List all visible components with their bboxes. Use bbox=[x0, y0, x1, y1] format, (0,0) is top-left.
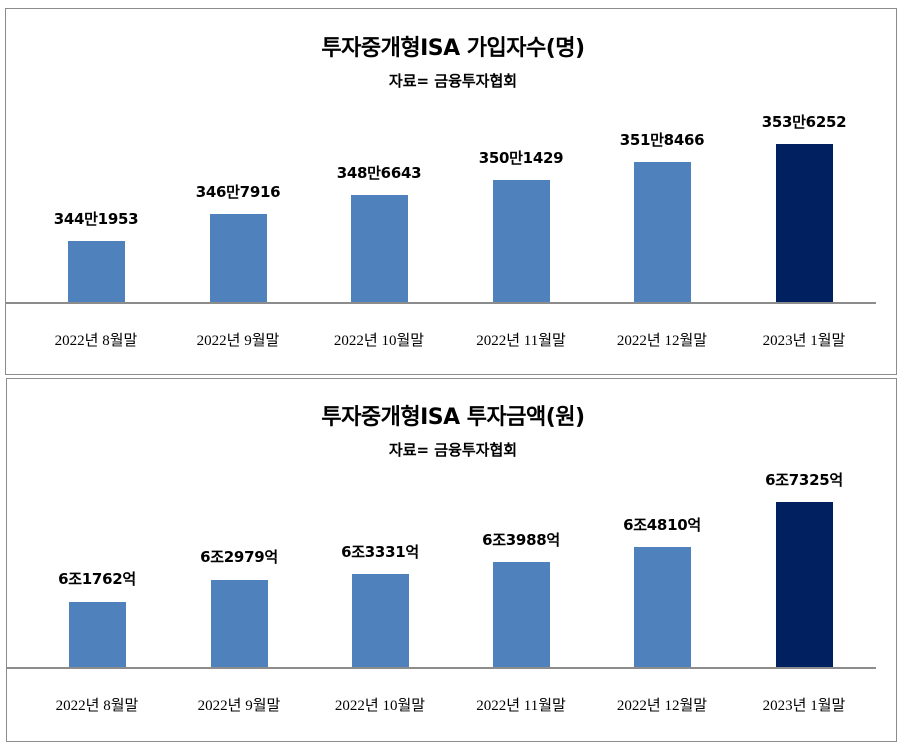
chart-panel-investment bbox=[6, 378, 897, 742]
value-label: 351만8466 bbox=[619, 131, 705, 149]
value-label: 6조3988억 bbox=[482, 531, 560, 549]
chart-panel-subscribers bbox=[5, 8, 897, 375]
bar-subscribers-5 bbox=[634, 162, 691, 303]
bar-investment-3 bbox=[352, 574, 409, 668]
category-label: 2022년 8월말 bbox=[54, 333, 138, 349]
category-label: 2022년 8월말 bbox=[55, 698, 139, 714]
x-axis-line bbox=[6, 302, 876, 304]
bar-investment-6 bbox=[776, 502, 833, 668]
value-label: 6조3331억 bbox=[341, 543, 419, 561]
category-label: 2022년 12월말 bbox=[616, 333, 708, 349]
chart-title-subscribers: 투자중개형ISA 가입자수(명) bbox=[321, 36, 585, 61]
bar-subscribers-1 bbox=[68, 241, 125, 303]
category-label: 2022년 10월말 bbox=[334, 698, 426, 714]
bar-investment-4 bbox=[493, 562, 550, 668]
bar-subscribers-4 bbox=[493, 180, 550, 303]
bar-investment-1 bbox=[69, 602, 126, 668]
category-label: 2023년 1월말 bbox=[762, 698, 846, 714]
value-label: 348만6643 bbox=[336, 164, 422, 182]
category-label: 2022년 11월말 bbox=[476, 698, 566, 714]
bar-subscribers-6 bbox=[776, 144, 833, 303]
value-label: 6조2979억 bbox=[200, 548, 278, 566]
value-label: 6조7325억 bbox=[765, 471, 843, 489]
category-label: 2022년 12월말 bbox=[616, 698, 708, 714]
value-label: 6조4810억 bbox=[623, 516, 701, 534]
x-axis-line bbox=[6, 667, 876, 669]
value-label: 344만1953 bbox=[53, 210, 139, 228]
value-label: 6조1762억 bbox=[58, 570, 136, 588]
category-label: 2022년 9월말 bbox=[197, 698, 281, 714]
value-label: 350만1429 bbox=[478, 149, 564, 167]
value-label: 353만6252 bbox=[761, 113, 847, 131]
chart-title-investment: 투자중개형ISA 투자금액(원) bbox=[321, 405, 585, 430]
bar-subscribers-2 bbox=[210, 214, 267, 303]
category-label: 2022년 10월말 bbox=[333, 333, 425, 349]
chart-subtitle-subscribers: 자료= 금융투자협회 bbox=[388, 72, 518, 90]
bar-subscribers-3 bbox=[351, 195, 408, 303]
bar-investment-2 bbox=[211, 580, 268, 668]
category-label: 2023년 1월말 bbox=[762, 333, 846, 349]
chart-subtitle-investment: 자료= 금융투자협회 bbox=[388, 441, 518, 459]
value-label: 346만7916 bbox=[195, 183, 281, 201]
category-label: 2022년 11월말 bbox=[476, 333, 566, 349]
bar-investment-5 bbox=[634, 547, 691, 668]
category-label: 2022년 9월말 bbox=[196, 333, 280, 349]
